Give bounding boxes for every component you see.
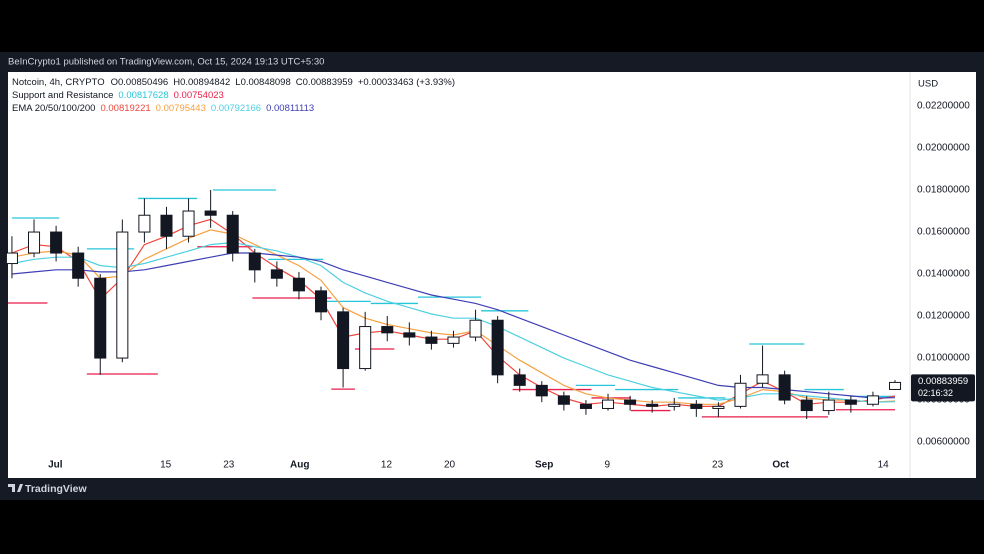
candle-body	[513, 374, 526, 386]
ema-value: 0.00792166	[211, 103, 261, 114]
sr-label: Support and Resistance	[12, 90, 113, 101]
candle-body	[668, 403, 681, 407]
candle-body	[866, 395, 879, 405]
candle-body	[403, 332, 416, 338]
change: +0.00033463 (+3.93%)	[358, 77, 455, 88]
price-tag	[911, 374, 975, 402]
x-tick-label: 20	[444, 460, 456, 471]
ohlc-legend: Notcoin, 4h, CRYPTO O0.00850496 H0.0089484…	[12, 77, 455, 88]
candle-body	[579, 403, 592, 409]
candle-body	[602, 399, 615, 409]
x-tick-label: 14	[878, 460, 890, 471]
candle-body	[72, 252, 85, 279]
y-tick-label: 0.01000000	[917, 353, 970, 364]
ema-line	[11, 241, 896, 403]
x-tick-label: 23	[712, 460, 724, 471]
candle-body	[337, 311, 350, 370]
x-tick-label: Sep	[535, 460, 553, 471]
ohlc-value: 0.00848098	[241, 77, 291, 88]
ema-value: 0.00795443	[156, 103, 206, 114]
candle-body	[756, 374, 769, 384]
ohlc-value: 0.00850496	[118, 77, 168, 88]
x-tick-label: Oct	[772, 460, 789, 471]
ohlc-label: L	[235, 77, 240, 88]
ohlc-value: 0.00883959	[303, 77, 353, 88]
candle-body	[535, 384, 548, 397]
candle-body	[491, 319, 504, 376]
ema-value: 0.00811113	[266, 103, 314, 114]
candle-body	[624, 399, 637, 405]
publish-line: BeInCrypto1 published on TradingView.com…	[8, 57, 324, 68]
candle-body	[182, 210, 195, 237]
candle-body	[712, 405, 725, 409]
symbol: Notcoin, 4h, CRYPTO	[12, 77, 105, 88]
candle-body	[381, 326, 394, 334]
candle-body	[646, 403, 659, 407]
y-tick-label: 0.02200000	[917, 101, 970, 112]
ema-line	[11, 252, 896, 399]
ema-label: EMA 20/50/100/200	[12, 103, 95, 114]
sr-legend: Support and Resistance 0.00817628 0.007540…	[12, 90, 224, 101]
candle-body	[800, 399, 813, 412]
candle-body	[734, 382, 747, 407]
x-tick-label: Jul	[48, 460, 63, 471]
candle-body	[138, 214, 151, 233]
chart-panel	[8, 72, 976, 478]
candle-body	[226, 214, 239, 254]
x-tick-label: 12	[381, 460, 393, 471]
candle-body	[447, 336, 460, 344]
x-tick-label: 9	[604, 460, 610, 471]
ohlc-label: C	[296, 77, 303, 88]
x-tick-label: Aug	[290, 460, 309, 471]
candle-body	[469, 319, 482, 338]
candle-body	[822, 399, 835, 412]
support-value: 0.00754023	[174, 90, 224, 101]
candle-body	[425, 336, 438, 344]
currency: USD	[918, 79, 938, 90]
y-tick-label: 0.01600000	[917, 227, 970, 238]
resistance-value: 0.00817628	[118, 90, 168, 101]
ema-value: 0.00819221	[100, 103, 150, 114]
candle-body	[359, 326, 372, 370]
ohlc-label: H	[173, 77, 180, 88]
candle-body	[844, 399, 857, 405]
y-tick-label: 0.01200000	[917, 311, 970, 322]
countdown: 02:16:32	[918, 388, 953, 398]
candle-body	[889, 381, 902, 390]
candle-body	[50, 231, 63, 254]
candle-body	[5, 252, 18, 265]
y-tick-label: 0.00600000	[917, 437, 970, 448]
x-tick-label: 23	[223, 460, 235, 471]
footer-brand: TradingView	[25, 483, 87, 495]
ohlc-label: O	[111, 77, 118, 88]
price-tag-value: 0.00883959	[918, 376, 968, 387]
candle-body	[248, 252, 261, 271]
candle-body	[778, 374, 791, 401]
candle-body	[160, 214, 173, 237]
x-tick-label: 15	[160, 460, 172, 471]
candle-body	[315, 290, 328, 313]
y-tick-label: 0.01800000	[917, 185, 970, 196]
candle-body	[690, 403, 703, 409]
logo	[8, 484, 23, 492]
candle-body	[292, 277, 305, 292]
ema-legend: EMA 20/50/100/200 0.00819221 0.00795443 0.0…	[12, 103, 314, 114]
candle-body	[204, 210, 217, 216]
candle-body	[270, 269, 283, 279]
y-tick-label: 0.02000000	[917, 143, 970, 154]
y-tick-label: 0.01400000	[917, 269, 970, 280]
ohlc-value: 0.00894842	[180, 77, 230, 88]
candle-body	[116, 231, 129, 359]
candle-body	[557, 395, 570, 405]
candle-body	[28, 231, 41, 254]
candle-body	[94, 277, 107, 359]
